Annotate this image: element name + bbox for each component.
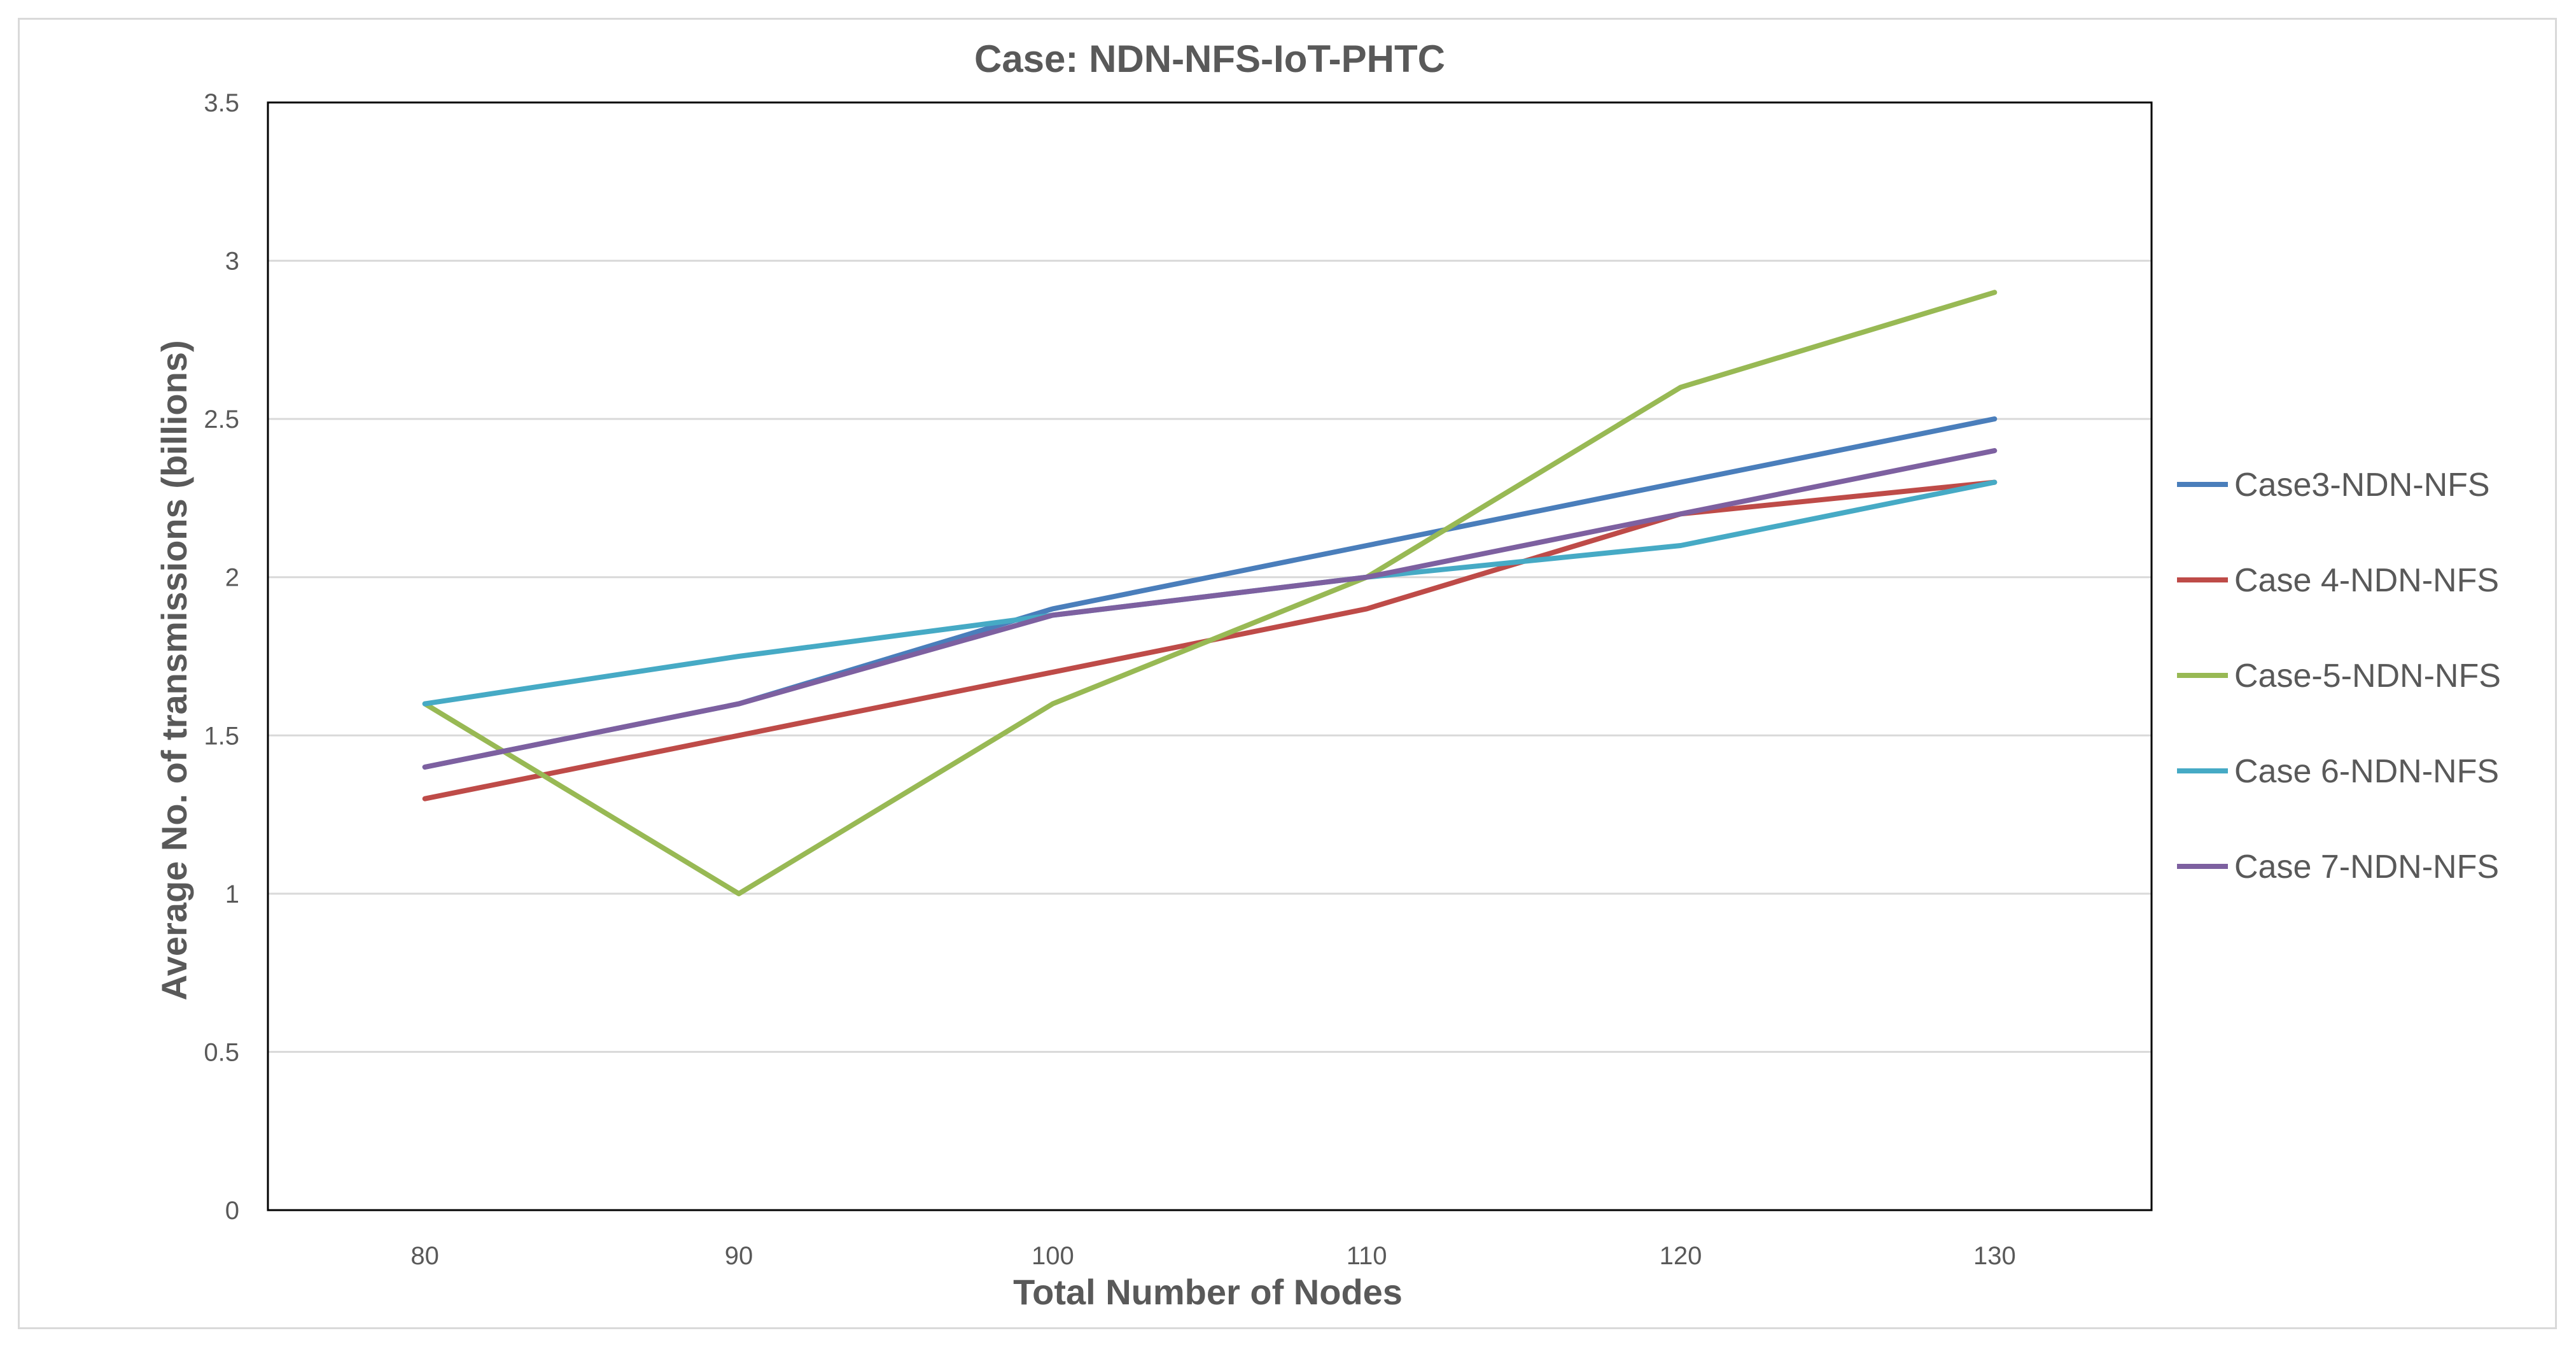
legend-item: Case 6-NDN-NFS: [2177, 753, 2499, 790]
y-axis-ticks: 0 0.5 1 1.5 2 2.5 3 3.5: [204, 89, 239, 1225]
legend-item: Case 4-NDN-NFS: [2177, 562, 2499, 599]
y-tick-label: 2.5: [204, 405, 239, 434]
legend-item: Case3-NDN-NFS: [2177, 467, 2490, 504]
gridlines: [268, 101, 2152, 1211]
series-line-1: [422, 416, 1998, 770]
legend: Case3-NDN-NFS Case 4-NDN-NFS Case-5-NDN-NF…: [2177, 467, 2501, 885]
y-tick-label: 1: [225, 880, 239, 908]
y-tick-label: 3: [225, 248, 239, 276]
chart-frame: 0 0.5 1 1.5 2 2.5 3 3.5 80 90 100 110 120 130 Case: …: [18, 18, 2557, 1329]
series-line-5: [422, 448, 1998, 770]
y-tick-label: 0.5: [204, 1038, 239, 1066]
legend-item: Case 7-NDN-NFS: [2177, 849, 2499, 885]
plot-area-border: [267, 101, 2153, 1211]
line-chart: 0 0.5 1 1.5 2 2.5 3 3.5 80 90 100 110 120 130 Case: …: [154, 38, 2501, 1312]
legend-label: Case-5-NDN-NFS: [2234, 658, 2501, 695]
y-axis-title: Average No. of transmissions (billions): [154, 340, 194, 1000]
x-tick-label: 90: [725, 1242, 753, 1270]
x-tick-label: 80: [410, 1242, 439, 1270]
x-axis-title: Total Number of Nodes: [1013, 1272, 1403, 1312]
legend-label: Case 4-NDN-NFS: [2234, 562, 2499, 599]
legend-label: Case 6-NDN-NFS: [2234, 753, 2499, 790]
y-tick-label: 1.5: [204, 722, 239, 750]
x-tick-label: 100: [1032, 1242, 1074, 1270]
x-tick-label: 120: [1660, 1242, 1702, 1270]
x-tick-label: 130: [1973, 1242, 2016, 1270]
series-lines: [422, 290, 1998, 896]
y-tick-label: 0: [225, 1197, 239, 1225]
legend-label: Case3-NDN-NFS: [2234, 467, 2490, 504]
chart-title: Case: NDN-NFS-IoT-PHTC: [974, 38, 1445, 80]
y-tick-label: 3.5: [204, 89, 239, 117]
x-axis-ticks: 80 90 100 110 120 130: [410, 1242, 2015, 1270]
legend-label: Case 7-NDN-NFS: [2234, 849, 2499, 885]
series-line-3: [422, 290, 1998, 896]
series-line-4: [422, 479, 1998, 707]
x-tick-label: 110: [1347, 1242, 1387, 1270]
legend-item: Case-5-NDN-NFS: [2177, 658, 2501, 695]
y-tick-label: 2: [225, 564, 239, 592]
